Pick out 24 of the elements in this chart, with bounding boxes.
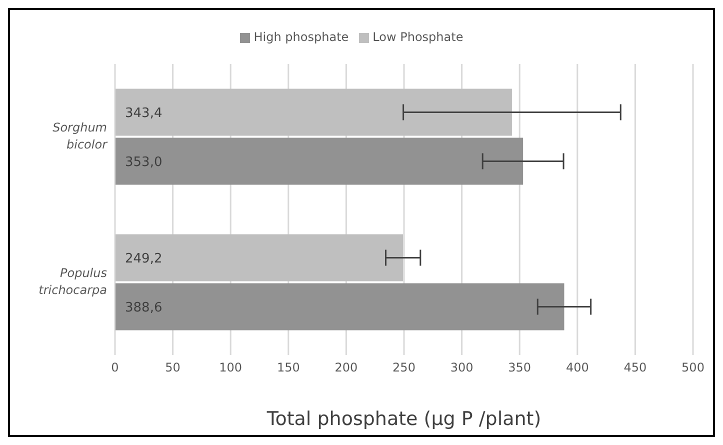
x-tick-label: 100 <box>219 360 242 375</box>
y-tick-label: Populus trichocarpa <box>38 266 107 298</box>
x-tick-label: 50 <box>165 360 180 375</box>
x-tick-label: 0 <box>111 360 119 375</box>
x-tick-label: 250 <box>392 360 416 375</box>
bar <box>115 138 524 185</box>
text: 353,0 <box>125 154 162 170</box>
x-tick-label: 350 <box>508 360 532 375</box>
x-tick-label: 150 <box>276 360 300 375</box>
bar <box>115 88 512 136</box>
x-tick-label: 400 <box>566 360 589 375</box>
text: 249,2 <box>125 251 162 266</box>
x-axis-title: Total phosphate (µg P /plant) <box>266 408 542 430</box>
text: 388,6 <box>125 300 162 316</box>
text: 343,4 <box>125 106 162 121</box>
bar <box>115 234 404 282</box>
legend-label: Low Phosphate <box>372 30 464 44</box>
x-tick-label: 500 <box>682 360 704 375</box>
legend-label: High phosphate <box>254 30 349 44</box>
y-tick-label: Sorghum bicolor <box>52 120 108 152</box>
bar <box>115 283 564 330</box>
x-tick-label: 300 <box>450 360 474 375</box>
x-tick-label: 200 <box>334 360 358 375</box>
x-tick-label: 450 <box>624 360 647 375</box>
